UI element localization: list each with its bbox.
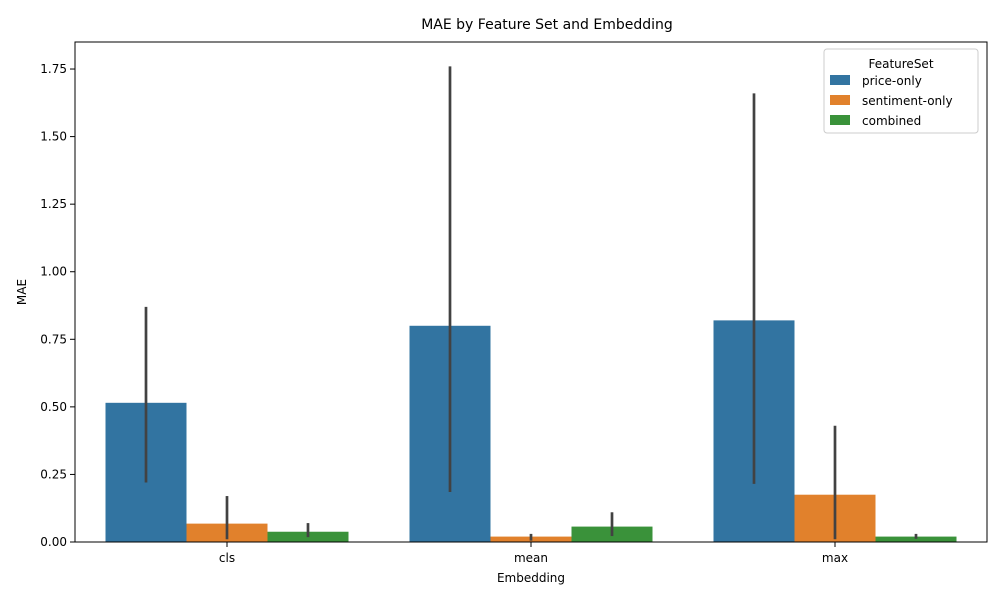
x-tick-label: max — [822, 551, 848, 565]
chart-title: MAE by Feature Set and Embedding — [421, 17, 673, 33]
y-tick-label: 1.00 — [40, 265, 67, 279]
x-axis: cls mean max — [219, 542, 848, 565]
x-axis-label: Embedding — [497, 571, 565, 585]
y-tick-label: 0.50 — [40, 400, 67, 414]
legend-label-combined: combined — [862, 114, 921, 128]
legend-title: FeatureSet — [868, 57, 933, 71]
legend: FeatureSet price-only sentiment-only combi… — [823, 48, 979, 134]
y-axis: 0.00 0.25 0.50 0.75 1.00 1.25 1.50 1.75 — [40, 62, 75, 549]
bar-combined-max — [875, 536, 957, 542]
legend-frame — [823, 48, 979, 134]
plot-area — [105, 66, 957, 542]
y-tick-label: 1.25 — [40, 197, 67, 211]
x-tick-label: cls — [219, 551, 235, 565]
y-tick-label: 1.50 — [40, 130, 67, 144]
y-tick-label: 0.25 — [40, 467, 67, 481]
x-tick-label: mean — [514, 551, 548, 565]
y-tick-label: 0.00 — [40, 535, 67, 549]
legend-label-price-only: price-only — [862, 74, 922, 88]
legend-swatch-combined — [830, 115, 850, 125]
y-tick-label: 0.75 — [40, 332, 67, 346]
legend-swatch-sentiment-only — [830, 95, 850, 105]
y-tick-label: 1.75 — [40, 62, 67, 76]
y-axis-label: MAE — [15, 279, 29, 305]
legend-swatch-price-only — [830, 75, 850, 85]
legend-label-sentiment-only: sentiment-only — [862, 94, 953, 108]
plot-frame — [74, 41, 988, 543]
